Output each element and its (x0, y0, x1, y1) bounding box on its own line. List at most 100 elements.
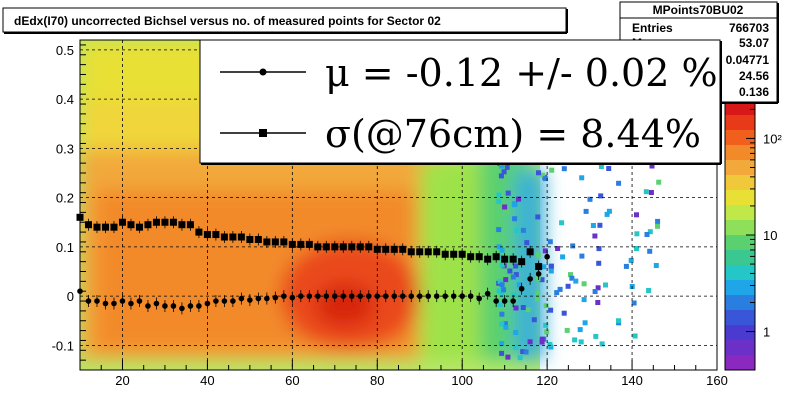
density-cell (559, 220, 565, 226)
data-point (492, 253, 500, 261)
y-tick-label: 0 (67, 289, 74, 304)
data-point (475, 253, 483, 261)
density-cell (535, 252, 541, 258)
data-point (374, 293, 381, 299)
data-point (416, 293, 423, 299)
density-cell (579, 253, 585, 259)
density-cell (524, 240, 530, 246)
density-cell (565, 283, 571, 289)
data-point (527, 276, 533, 282)
data-point (450, 293, 457, 299)
density-cell (525, 307, 531, 313)
density-cell (634, 246, 639, 251)
density-cell (634, 231, 640, 237)
density-cell (653, 263, 659, 268)
data-point (450, 250, 458, 258)
density-cell (647, 248, 653, 254)
density-cell (648, 190, 654, 195)
stats-value: 0.04771 (726, 53, 770, 67)
density-cell (587, 196, 593, 202)
data-point (178, 221, 186, 229)
data-point (136, 298, 143, 304)
data-point (484, 255, 492, 263)
data-point (484, 290, 491, 297)
data-point (280, 238, 288, 246)
density-cell (631, 300, 637, 306)
data-point (382, 293, 389, 299)
data-point (306, 293, 313, 299)
legend-entry: μ = -0.12 +/- 0.02 % (220, 51, 718, 95)
data-point (391, 293, 398, 299)
chart-title: dEdx(I70) uncorrected Bichsel versus no.… (14, 14, 441, 28)
data-point (220, 233, 228, 241)
density-cell (554, 290, 560, 296)
x-tick-label: 20 (115, 373, 129, 388)
data-point (204, 300, 211, 307)
density-cell (628, 257, 634, 263)
data-point (518, 285, 525, 292)
data-point (221, 298, 228, 304)
data-point (187, 303, 194, 309)
data-point (246, 235, 254, 243)
data-point (526, 248, 534, 256)
data-point (247, 297, 253, 303)
density-cell (513, 263, 519, 269)
density-cell (599, 341, 605, 347)
legend-entry: σ(@76cm) = 8.44% (220, 112, 701, 156)
palette-tick-label: 10² (763, 131, 782, 146)
data-point (145, 303, 151, 309)
data-point (127, 221, 135, 229)
data-point (212, 231, 220, 239)
x-tick-label: 100 (451, 373, 473, 388)
data-point (84, 221, 92, 229)
density-cell (527, 339, 533, 345)
density-cell (597, 222, 603, 228)
data-point (238, 295, 245, 302)
density-cell (548, 268, 554, 274)
density-cell (616, 180, 622, 186)
data-point (135, 223, 143, 231)
y-tick-label: 0.4 (56, 92, 74, 107)
density-cell (564, 327, 570, 333)
density-cell (499, 292, 505, 298)
density-cell (502, 321, 508, 327)
palette-band (725, 265, 755, 281)
density-cell (596, 260, 602, 266)
palette-band (725, 250, 755, 266)
palette-band (725, 160, 755, 176)
data-point (365, 293, 372, 299)
data-point (110, 223, 118, 231)
density-cell (540, 172, 546, 178)
data-point (169, 218, 177, 226)
y-tick-label: 0.5 (56, 43, 74, 58)
data-point (493, 298, 499, 304)
density-cell (507, 268, 513, 274)
density-cell (598, 193, 604, 199)
density-cell (502, 204, 508, 210)
data-point (196, 303, 202, 309)
data-point (501, 298, 508, 304)
density-cell (520, 227, 526, 233)
data-point (390, 245, 398, 253)
density-cell (523, 349, 529, 355)
density-cell (557, 286, 563, 292)
data-point (501, 255, 509, 263)
data-point (152, 218, 160, 226)
density-cell (513, 344, 518, 350)
palette-band (725, 205, 755, 221)
density-cell (592, 233, 598, 239)
density-cell (516, 196, 522, 202)
density-cell (539, 339, 545, 345)
density-cell (505, 190, 511, 196)
data-point (102, 300, 109, 307)
density-cell (520, 349, 526, 355)
data-point (433, 248, 441, 256)
profile-series (76, 211, 550, 315)
density-cell (497, 302, 503, 308)
density-cell (499, 163, 504, 169)
density-cell (535, 290, 541, 296)
legend-text: μ = -0.12 +/- 0.02 % (325, 51, 718, 95)
density-cell (520, 305, 526, 310)
x-tick-label: 140 (621, 373, 643, 388)
